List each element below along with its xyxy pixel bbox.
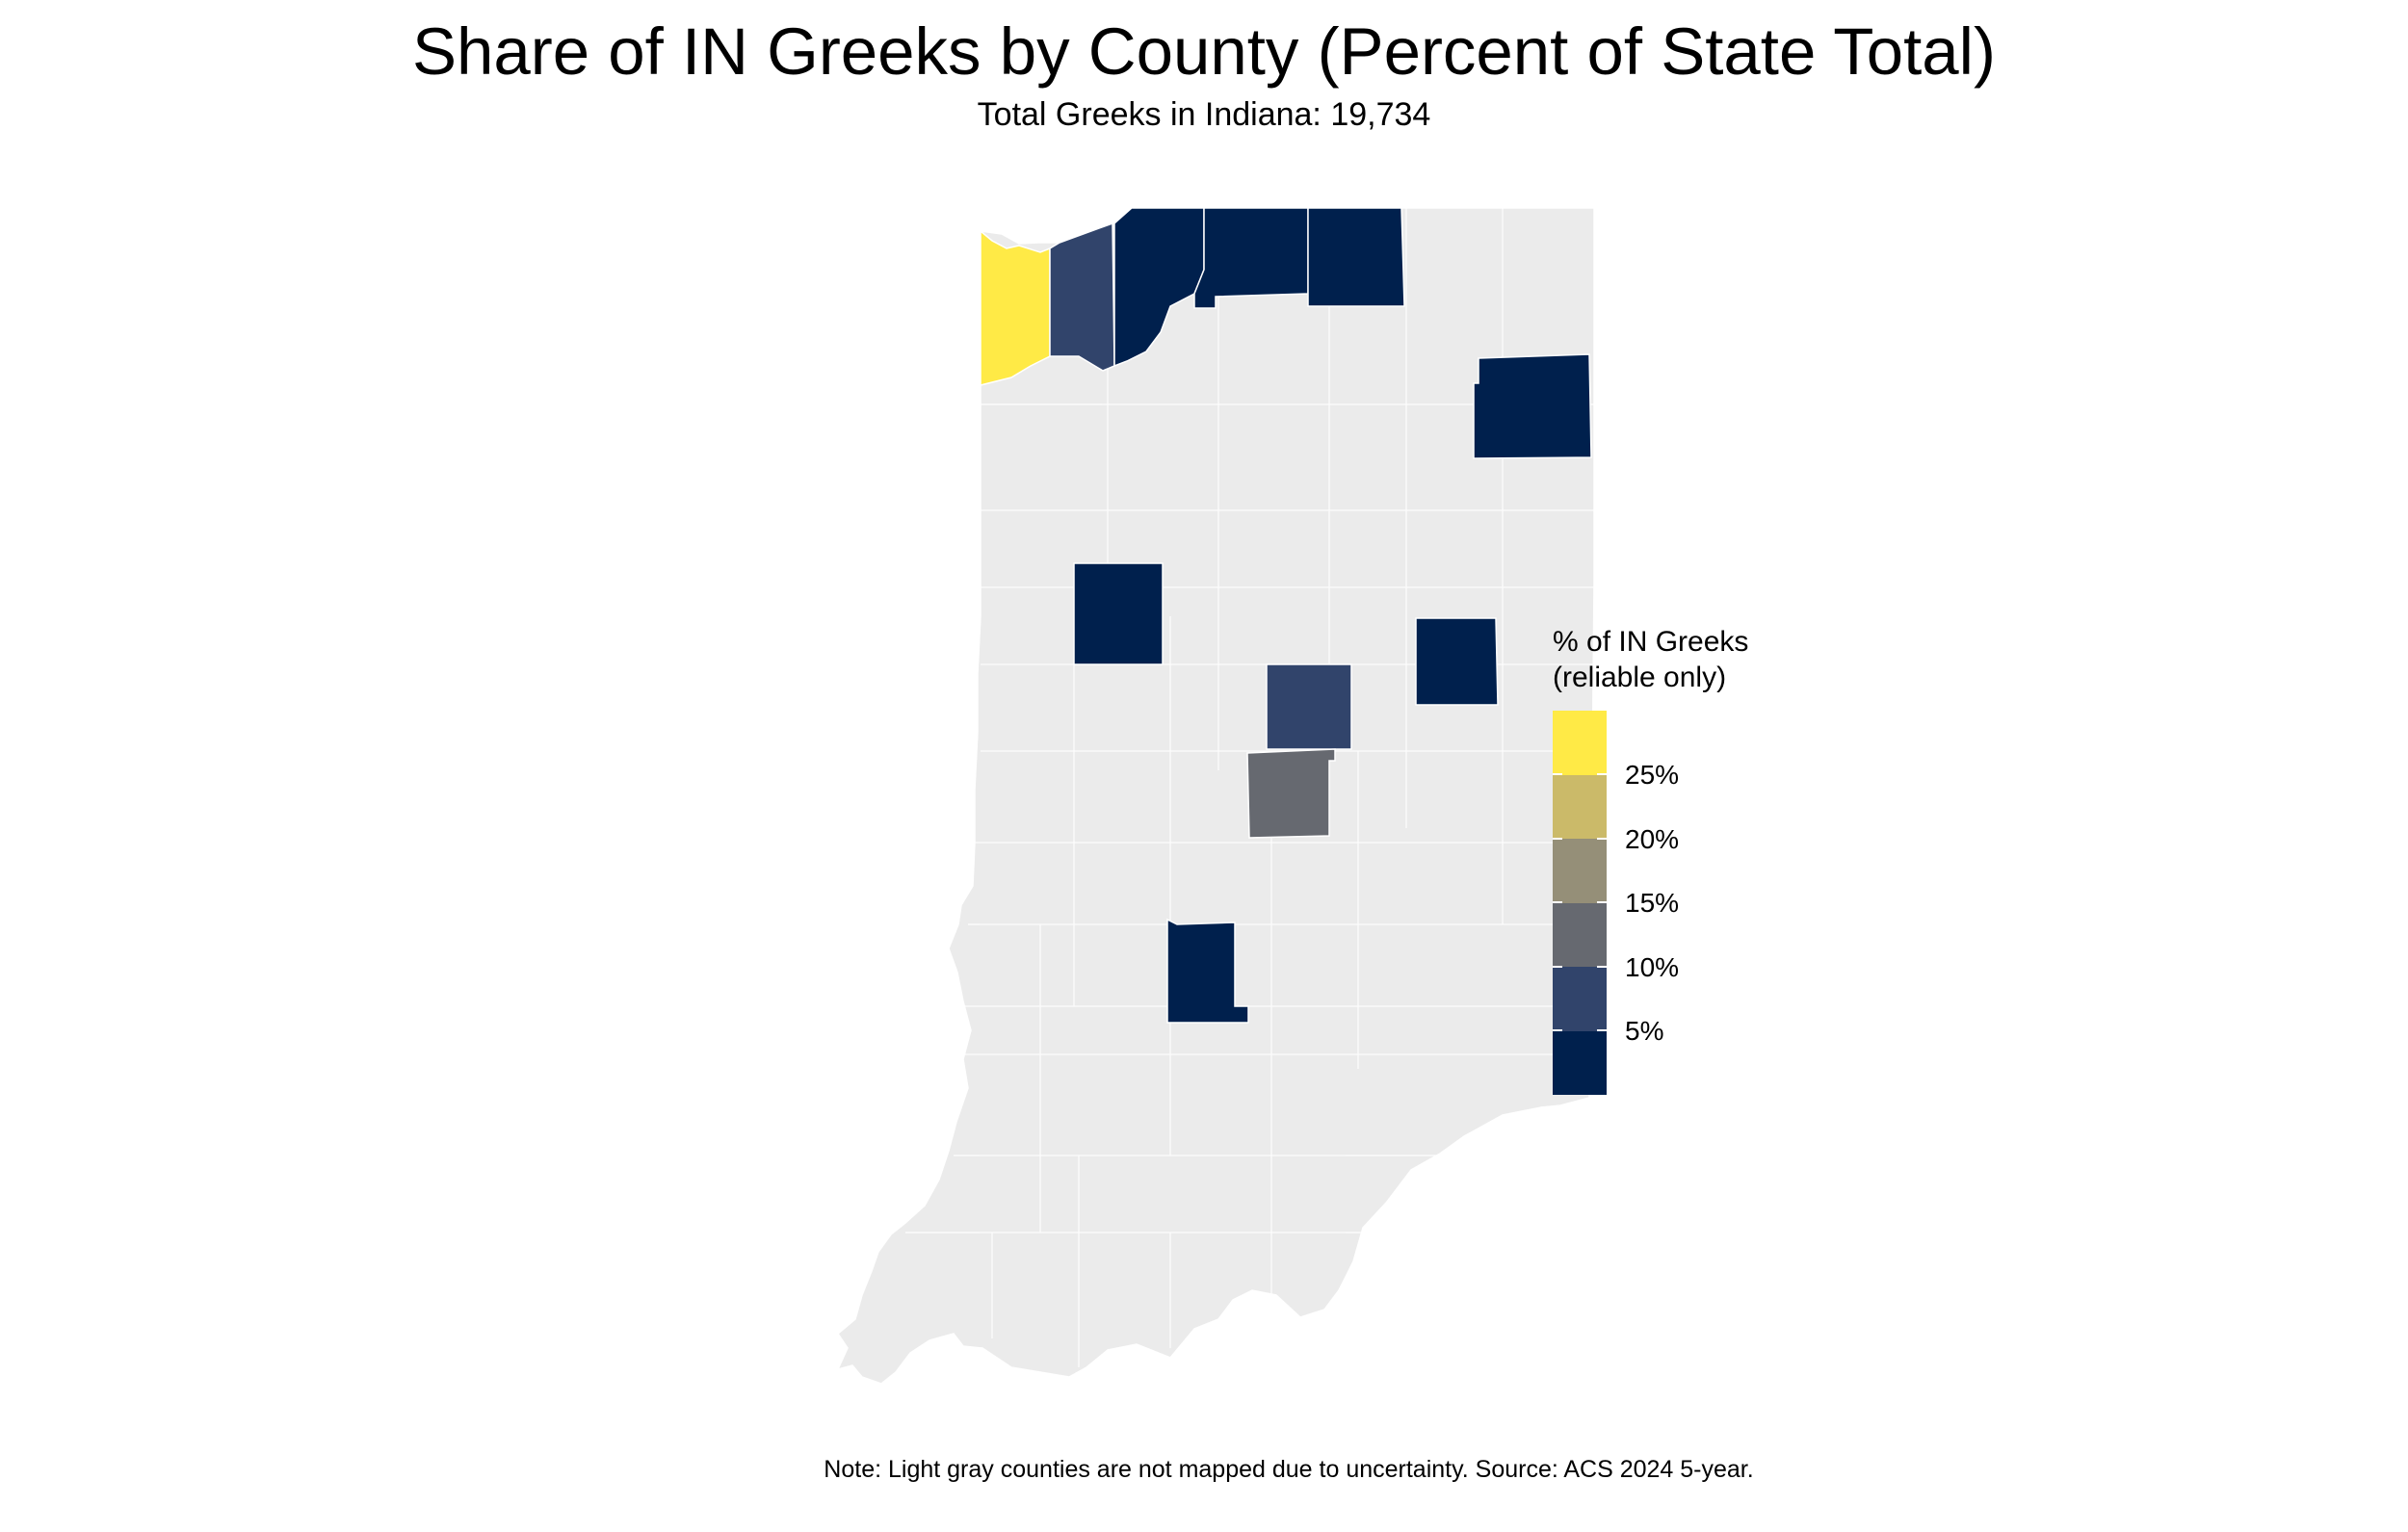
legend-tick-labels: 5% 10% 15% 20% 25%	[1625, 760, 1679, 1046]
legend-title-line2: (reliable only)	[1553, 662, 1727, 693]
legend-title: % of IN Greeks (reliable only)	[1553, 624, 1748, 695]
chart-title: Share of IN Greeks by County (Percent of…	[411, 14, 1996, 89]
legend-swatch-20-25	[1553, 774, 1607, 839]
county-allen	[1473, 353, 1592, 459]
county-porter	[1049, 221, 1115, 372]
legend-tick-25: 25%	[1625, 760, 1679, 790]
county-lake	[980, 229, 1051, 386]
legend-swatch-0-5	[1553, 1030, 1607, 1095]
legend-swatch-5-10	[1553, 967, 1607, 1031]
legend-swatch-10-15	[1553, 902, 1607, 967]
legend-tick-20: 20%	[1625, 824, 1679, 854]
county-monroe	[1166, 918, 1249, 1024]
indiana-state-outline	[836, 207, 1595, 1385]
legend-colorbar	[1553, 711, 1607, 1095]
caption-text: Note: Light gray counties are not mapped…	[824, 1456, 1754, 1483]
county-tippecanoe	[1073, 562, 1164, 665]
legend-tick-10: 10%	[1625, 952, 1679, 982]
chart-caption: Note: Light gray counties are not mapped…	[0, 1454, 2408, 1485]
county-laporte	[1113, 207, 1205, 368]
legend-tick-marks	[1553, 773, 1607, 1031]
county-hamilton	[1266, 663, 1352, 750]
legend-tick-15: 15%	[1625, 888, 1679, 918]
county-elkhart	[1307, 207, 1405, 307]
legend-tick-5: 5%	[1625, 1016, 1663, 1046]
county-delaware	[1415, 617, 1499, 706]
chart-subtitle: Total Greeks in Indiana: 19,734	[977, 96, 1431, 133]
legend-title-line1: % of IN Greeks	[1553, 626, 1749, 658]
legend-swatch-15-20	[1553, 839, 1607, 903]
county-marion	[1246, 748, 1336, 839]
legend-swatch-25-30	[1553, 711, 1607, 775]
county-stjoseph	[1193, 207, 1309, 309]
